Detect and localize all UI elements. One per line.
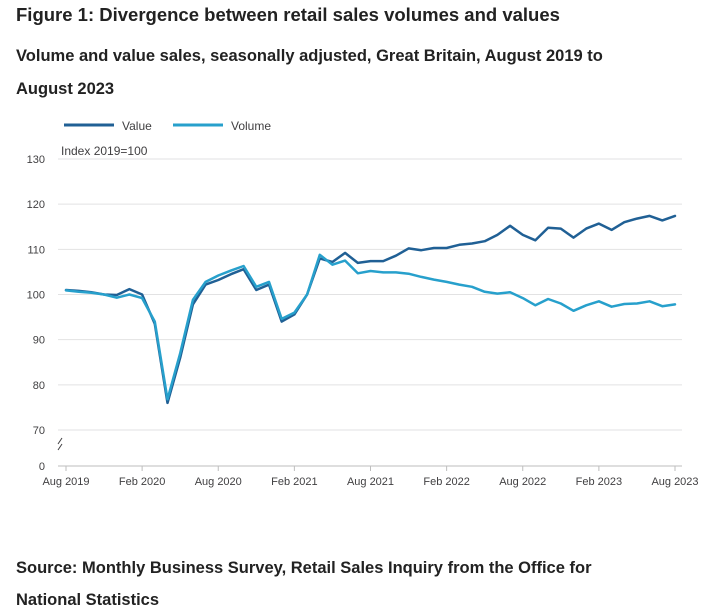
legend-label-volume: Volume <box>231 119 271 133</box>
y-axis-unit-label: Index 2019=100 <box>61 144 148 158</box>
y-tick-label: 110 <box>27 244 45 256</box>
y-tick-label: 100 <box>27 290 45 302</box>
figure-source: Source: Monthly Business Survey, Retail … <box>16 559 592 609</box>
x-tick-label: Feb 2020 <box>119 476 165 488</box>
x-tick-label: Aug 2020 <box>195 476 242 488</box>
series-line-value <box>64 214 677 405</box>
x-tick-label: Aug 2021 <box>347 476 394 488</box>
series-line-volume <box>64 253 677 401</box>
x-tick-label: Aug 2023 <box>651 476 698 488</box>
y-tick-label: 0 <box>39 461 45 473</box>
y-tick-label: 80 <box>33 380 45 392</box>
x-axis: Aug 2019 Feb 2020 Aug 2020 Feb 2021 Aug 2021… <box>42 437 699 488</box>
y-tick-label: 120 <box>27 199 45 211</box>
chart-series <box>64 214 677 405</box>
x-tick-label: Feb 2023 <box>576 476 622 488</box>
x-tick-label: Aug 2022 <box>499 476 546 488</box>
axis-break-mark <box>57 437 63 445</box>
y-tick-label: 130 <box>27 154 45 166</box>
gridlines <box>58 158 682 431</box>
x-tick-label: Feb 2021 <box>271 476 317 488</box>
x-tick-label: Feb 2022 <box>423 476 469 488</box>
figure-title: Figure 1: Divergence between retail sale… <box>16 4 560 25</box>
y-tick-label: 90 <box>33 335 45 347</box>
x-tick-label: Aug 2019 <box>42 476 89 488</box>
legend-label-value: Value <box>122 119 152 133</box>
y-tick-label: 70 <box>33 425 45 437</box>
chart-legend: Value Volume <box>64 119 271 133</box>
axis-break-mark <box>57 443 63 451</box>
y-axis-ticks: 0 70 80 90 100 110 120 130 <box>27 154 45 473</box>
figure-subtitle: Volume and value sales, seasonally adjus… <box>16 47 603 98</box>
